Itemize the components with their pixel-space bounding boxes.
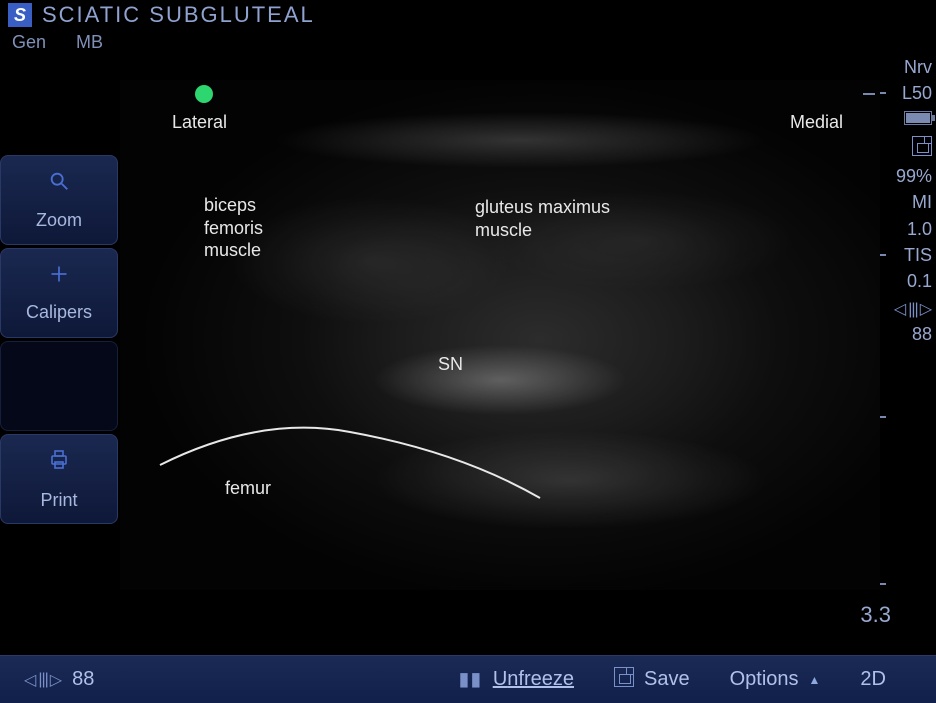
options-label: Options [730,668,799,691]
exam-title: SCIATIC SUBGLUTEAL [42,2,315,28]
mode-label: 2D [860,668,886,691]
print-button[interactable]: Print [0,434,118,524]
bottom-toolbar: ◁|||▷ 88 ▮▮ Unfreeze Save Options ▲ 2D [0,655,936,703]
unfreeze-label: Unfreeze [493,668,574,691]
gain-control[interactable]: ◁|||▷ 88 [4,656,114,703]
print-label: Print [40,490,77,511]
header: S SCIATIC SUBGLUTEAL [8,2,315,28]
sciatic-nerve-label: SN [438,354,463,375]
gluteus-maximus-label: gluteus maximus muscle [475,196,610,241]
mb-mode: MB [76,32,103,53]
depth-value: 3.3 [860,602,891,628]
biceps-femoris-label: biceps femoris muscle [204,194,263,262]
ultrasound-image [120,80,880,590]
options-button[interactable]: Options ▲ [710,656,841,703]
depth-scale [880,92,886,583]
disk-icon [614,667,634,692]
calipers-button[interactable]: Calipers [0,248,118,338]
resolution-mode: Gen [12,32,46,53]
zoom-label: Zoom [36,210,82,231]
chevron-up-icon: ▲ [809,673,821,687]
print-icon [47,448,71,478]
probe-name: L50 [902,83,932,103]
medial-label: Medial [790,112,843,133]
left-sidebar: Zoom Calipers Print [0,155,118,527]
pause-icon: ▮▮ [459,669,483,690]
calipers-label: Calipers [26,302,92,323]
unfreeze-button[interactable]: ▮▮ Unfreeze [439,656,594,703]
brand-logo-icon: S [8,3,32,27]
gain-scroll-icon: ◁|||▷ [24,670,62,690]
gain-value: 88 [72,668,94,691]
save-label: Save [644,668,690,691]
femur-outline [120,80,880,590]
lateral-label: Lateral [172,112,227,133]
calipers-icon [49,264,69,290]
mode-button[interactable]: 2D [840,656,936,703]
save-button[interactable]: Save [594,656,710,703]
magnifier-icon [48,170,70,198]
subheader: Gen MB [12,32,103,53]
preset-name: Nrv [877,55,932,79]
femur-label: femur [225,478,271,499]
zoom-button[interactable]: Zoom [0,155,118,245]
empty-slot-button[interactable] [0,341,118,431]
